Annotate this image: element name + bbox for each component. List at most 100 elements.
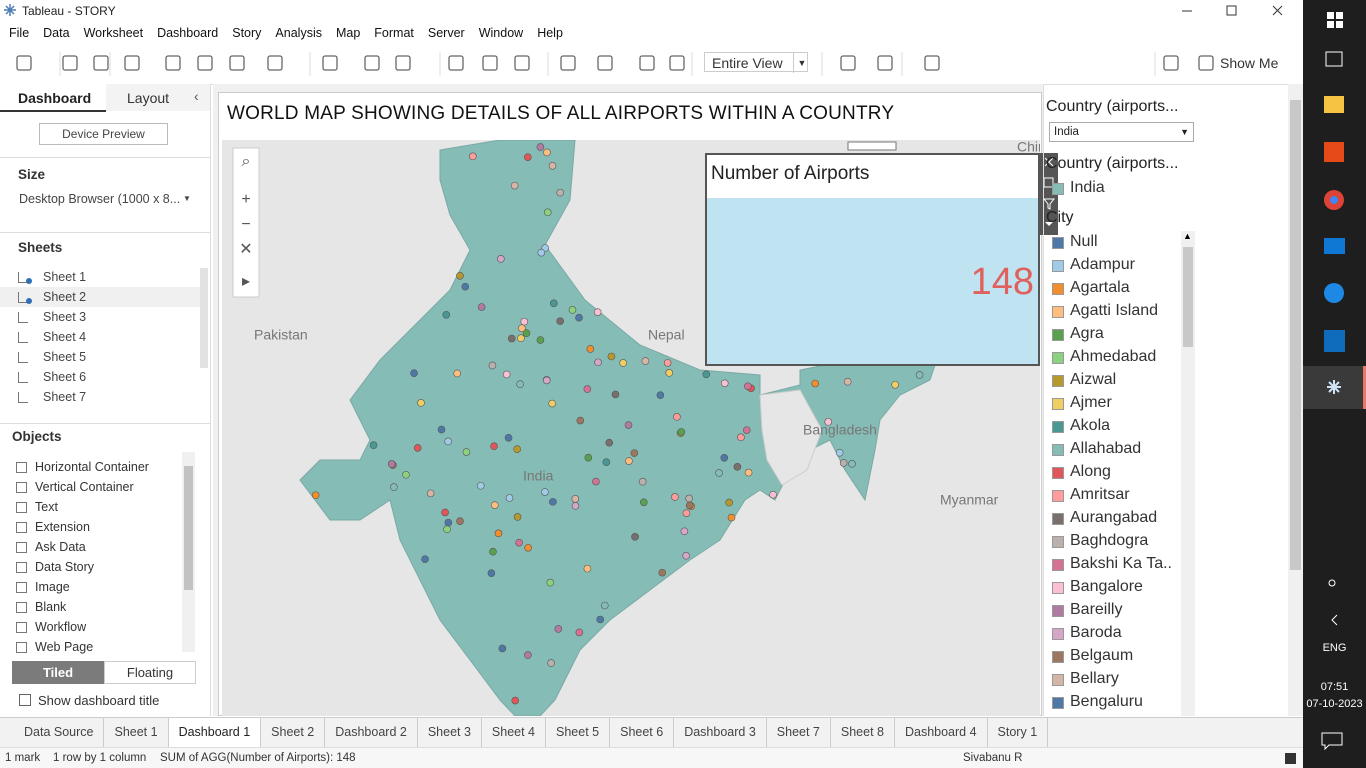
collapse-button[interactable]: ‹ bbox=[194, 88, 199, 104]
sheet-item[interactable]: Sheet 3 bbox=[0, 307, 200, 327]
show-me[interactable]: Show Me bbox=[1220, 55, 1279, 71]
size-dropdown[interactable]: Desktop Browser (1000 x 8... bbox=[19, 192, 181, 206]
layout-tab[interactable]: Layout bbox=[127, 90, 170, 106]
object-item[interactable]: Data Story bbox=[0, 557, 180, 577]
object-item[interactable]: Workflow bbox=[0, 617, 180, 637]
dashboard-tab[interactable]: Dashboard bbox=[18, 90, 92, 106]
sheet-tab[interactable]: Story 1 bbox=[988, 718, 1049, 747]
window-title: Tableau - STORY bbox=[22, 4, 116, 18]
object-item[interactable]: Vertical Container bbox=[0, 477, 180, 497]
menu-item[interactable]: Help bbox=[537, 26, 563, 40]
sheet-tab[interactable]: Sheet 5 bbox=[546, 718, 611, 747]
object-item[interactable]: Extension bbox=[0, 517, 180, 537]
window-controls[interactable] bbox=[1170, 0, 1295, 22]
menu-item[interactable]: Format bbox=[374, 26, 414, 40]
legend-item[interactable]: Bareilly bbox=[1046, 601, 1178, 621]
menu-item[interactable]: File bbox=[9, 26, 30, 40]
taskbar-lang[interactable]: ENG bbox=[1322, 642, 1347, 654]
sheet-tab[interactable]: Sheet 6 bbox=[610, 718, 675, 747]
dashboard-title: WORLD MAP SHOWING DETAILS OF ALL AIRPORT… bbox=[227, 103, 895, 124]
sheet-tab[interactable]: Sheet 2 bbox=[261, 718, 326, 747]
checkbox[interactable] bbox=[19, 694, 31, 706]
legend-swatch bbox=[1052, 306, 1064, 318]
show-title-label[interactable]: Show dashboard title bbox=[38, 693, 160, 708]
sheet-tab[interactable]: Sheet 8 bbox=[831, 718, 895, 747]
legend-item[interactable]: Aizwal bbox=[1046, 371, 1178, 391]
sheet-tab[interactable]: Dashboard 2 bbox=[325, 718, 418, 747]
object-item[interactable]: Image bbox=[0, 577, 180, 597]
object-item[interactable]: Text bbox=[0, 497, 180, 517]
size-arrow[interactable]: ▼ bbox=[183, 194, 191, 203]
menu-item[interactable]: Map bbox=[335, 26, 361, 40]
map-control-icon[interactable]: + bbox=[241, 191, 250, 208]
tab-label: Sheet 3 bbox=[427, 725, 471, 739]
menu-item[interactable]: Server bbox=[427, 26, 465, 40]
airport-dot bbox=[469, 152, 477, 161]
object-item[interactable]: Web Page bbox=[0, 637, 180, 657]
sheet-tab[interactable]: Dashboard 4 bbox=[895, 718, 988, 747]
object-item[interactable]: Blank bbox=[0, 597, 180, 617]
menu-item[interactable]: Story bbox=[232, 26, 262, 40]
legend-item[interactable]: Baroda bbox=[1046, 624, 1178, 644]
taskbar-time[interactable]: 07:51 bbox=[1320, 681, 1349, 693]
filter-dropdown[interactable]: India ▼ bbox=[1049, 122, 1194, 142]
legend-item[interactable]: Aurangabad bbox=[1046, 509, 1178, 529]
sheet-item[interactable]: Sheet 5 bbox=[0, 347, 200, 367]
legend-item[interactable]: Agartala bbox=[1046, 279, 1178, 299]
sheet-tab[interactable]: Sheet 3 bbox=[418, 718, 482, 747]
map-control-icon[interactable]: − bbox=[241, 216, 250, 233]
sheet-tab[interactable]: Sheet 4 bbox=[482, 718, 547, 747]
fit-dropdown[interactable]: Entire View ▼ bbox=[704, 52, 808, 73]
map-control-icon[interactable]: ▸ bbox=[242, 273, 250, 290]
sheet-item[interactable]: Sheet 1 bbox=[0, 267, 200, 287]
sheet-tab[interactable]: Sheet 1 bbox=[104, 718, 169, 747]
menu-item[interactable]: Dashboard bbox=[157, 26, 219, 40]
sheet-item[interactable]: Sheet 2 bbox=[0, 287, 200, 307]
object-icon bbox=[16, 622, 27, 633]
legend-item[interactable]: Amritsar bbox=[1046, 486, 1178, 506]
sheet-item[interactable]: Sheet 7 bbox=[0, 387, 200, 407]
sheet-tab[interactable]: Sheet 7 bbox=[767, 718, 831, 747]
legend-item[interactable]: Akola bbox=[1046, 417, 1178, 437]
legend-item[interactable]: Along bbox=[1046, 463, 1178, 483]
legend-item[interactable]: Baghdogra bbox=[1046, 532, 1178, 552]
menu-item[interactable]: Data bbox=[43, 26, 70, 40]
legend-item[interactable]: Null bbox=[1046, 233, 1178, 253]
legend-item[interactable]: Bengaluru bbox=[1046, 693, 1178, 713]
legend-item[interactable]: Adampur bbox=[1046, 256, 1178, 276]
legend-label: Null bbox=[1070, 233, 1098, 250]
sheet-item[interactable]: Sheet 4 bbox=[0, 327, 200, 347]
legend-item[interactable]: Agra bbox=[1046, 325, 1178, 345]
sheet-tab[interactable]: Dashboard 3 bbox=[674, 718, 767, 747]
menu-item[interactable]: Window bbox=[478, 26, 524, 40]
airport-dot bbox=[494, 529, 503, 538]
legend-label: Bareilly bbox=[1070, 601, 1123, 618]
legend-item[interactable]: Bangalore bbox=[1046, 578, 1178, 598]
map-control-icon[interactable]: ✕ bbox=[239, 241, 252, 258]
object-item[interactable]: Horizontal Container bbox=[0, 457, 180, 477]
taskbar-icons[interactable] bbox=[1303, 0, 1366, 768]
legend-item[interactable]: Bellary bbox=[1046, 670, 1178, 690]
window-scrollbar bbox=[1288, 84, 1303, 716]
device-preview-button[interactable]: Device Preview bbox=[39, 123, 168, 145]
menu-item[interactable]: Analysis bbox=[275, 26, 322, 40]
legend-item[interactable]: Agatti Island bbox=[1046, 302, 1178, 322]
legend-item[interactable]: Allahabad bbox=[1046, 440, 1178, 460]
legend-item[interactable]: India bbox=[1046, 179, 1186, 199]
sheet-tab[interactable]: Data Source bbox=[0, 718, 105, 747]
legend-item[interactable]: Ahmedabad bbox=[1046, 348, 1178, 368]
sheet-tab[interactable]: Dashboard 1 bbox=[168, 718, 262, 747]
object-item[interactable]: Ask Data bbox=[0, 537, 180, 557]
view-toggle[interactable] bbox=[1285, 753, 1296, 764]
legend-item[interactable]: Ajmer bbox=[1046, 394, 1178, 414]
status-user[interactable]: Sivabanu R bbox=[963, 752, 1023, 764]
card-toolbar[interactable] bbox=[1040, 153, 1058, 235]
sheet-item[interactable]: Sheet 6 bbox=[0, 367, 200, 387]
map-control-icon[interactable]: ⌕ bbox=[242, 153, 251, 170]
menu-item[interactable]: Worksheet bbox=[83, 26, 144, 40]
tiled-button[interactable]: Tiled bbox=[12, 661, 104, 684]
legend-item[interactable]: Bakshi Ka Ta.. bbox=[1046, 555, 1178, 575]
legend-item[interactable]: Belgaum bbox=[1046, 647, 1178, 667]
floating-button[interactable]: Floating bbox=[104, 661, 196, 684]
taskbar-date[interactable]: 07-10-2023 bbox=[1306, 698, 1363, 710]
